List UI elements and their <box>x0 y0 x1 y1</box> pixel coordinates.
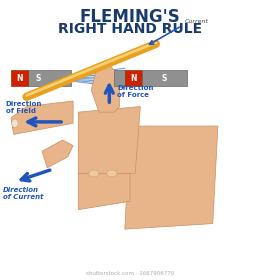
Bar <box>11 70 28 86</box>
Text: N: N <box>16 74 23 83</box>
Text: RIGHT HAND RULE: RIGHT HAND RULE <box>58 22 202 36</box>
Polygon shape <box>125 126 218 229</box>
Bar <box>114 70 125 86</box>
Text: S: S <box>36 74 41 83</box>
Text: Direction
of Force: Direction of Force <box>117 85 153 99</box>
Text: shutterstock.com · 1667906770: shutterstock.com · 1667906770 <box>86 271 174 276</box>
Polygon shape <box>78 173 130 210</box>
Text: Direction
of Field: Direction of Field <box>6 101 42 113</box>
Polygon shape <box>78 107 140 173</box>
Ellipse shape <box>12 119 18 127</box>
Text: FLEMING'S: FLEMING'S <box>80 8 180 26</box>
Text: S: S <box>161 74 167 83</box>
Text: Current: Current <box>184 19 208 24</box>
Bar <box>142 70 187 86</box>
Text: Direction
of Current: Direction of Current <box>3 187 44 200</box>
Polygon shape <box>91 65 120 112</box>
Text: N: N <box>130 74 136 83</box>
Ellipse shape <box>107 170 117 177</box>
Ellipse shape <box>89 170 99 177</box>
Polygon shape <box>42 140 73 168</box>
Bar <box>28 70 70 86</box>
Polygon shape <box>11 101 73 134</box>
Bar <box>125 70 142 86</box>
